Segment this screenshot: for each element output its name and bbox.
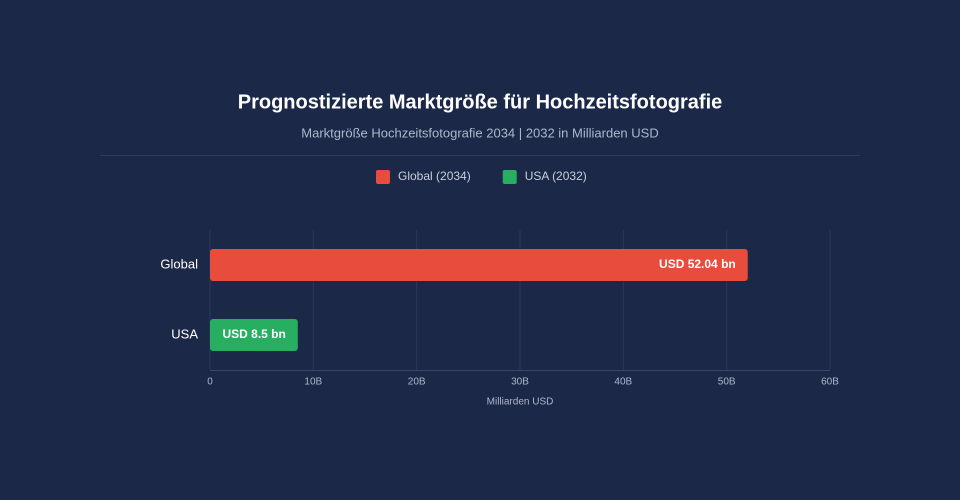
x-tick-label: 50B <box>718 377 736 388</box>
x-axis-label: Milliarden USD <box>487 397 554 408</box>
x-tick-label: 40B <box>614 377 632 388</box>
legend-label: Global (2034) <box>398 169 471 183</box>
x-tick-label: 30B <box>511 377 529 388</box>
x-tick-label: 10B <box>304 377 322 388</box>
bar <box>210 249 748 281</box>
value-label: USD 52.04 bn <box>659 257 736 271</box>
legend-swatch <box>376 170 390 184</box>
chart-subtitle: Marktgröße Hochzeitsfotografie 2034 | 20… <box>301 125 658 140</box>
x-tick-label: 60B <box>821 377 839 388</box>
y-tick-label: Global <box>160 256 198 271</box>
legend-label: USA (2032) <box>525 169 587 183</box>
x-tick-label: 20B <box>408 377 426 388</box>
y-tick-label: USA <box>171 326 198 341</box>
value-label: USD 8.5 bn <box>222 327 285 341</box>
x-tick-label: 0 <box>207 377 213 388</box>
bar <box>210 319 298 351</box>
chart-title: Prognostizierte Marktgröße für Hochzeits… <box>238 91 723 113</box>
legend-swatch <box>502 170 517 184</box>
